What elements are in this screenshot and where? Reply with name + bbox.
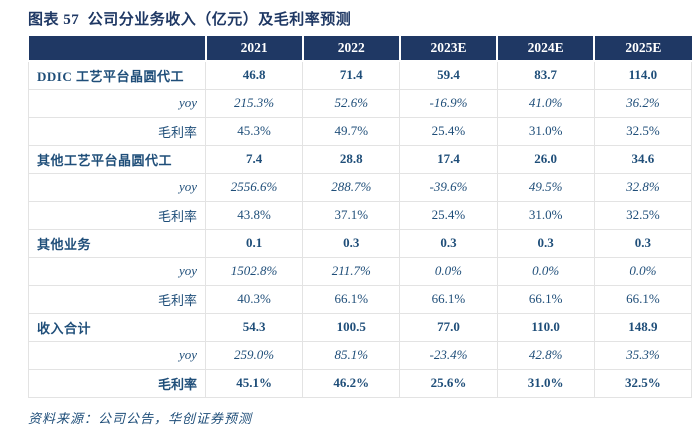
table-row: yoy 215.3% 52.6% -16.9% 41.0% 36.2% (28, 88, 693, 118)
row-label: 收入合计 (28, 312, 206, 342)
column-header: 2023E (398, 36, 499, 62)
cell-value: 0.0% (399, 256, 498, 286)
cell-value: 46.2% (302, 368, 401, 398)
row-label: DDIC 工艺平台晶圆代工 (28, 60, 206, 90)
row-label: 毛利率 (28, 200, 206, 230)
row-label: 其他工艺平台晶圆代工 (28, 144, 206, 174)
cell-value: 259.0% (204, 340, 304, 370)
row-label: 毛利率 (28, 116, 206, 146)
table-header: 2021 2022 2023E 2024E 2025E (28, 36, 692, 62)
cell-value: 0.3 (496, 228, 595, 258)
table-row: 其他工艺平台晶圆代工 7.4 28.8 17.4 26.0 34.6 (28, 144, 693, 174)
cell-value: 211.7% (302, 256, 401, 286)
cell-value: 31.0% (496, 368, 595, 398)
cell-value: 52.6% (302, 88, 401, 118)
cell-value: 32.5% (593, 116, 693, 146)
cell-value: 28.8 (302, 144, 401, 174)
cell-value: 32.8% (593, 172, 693, 202)
row-label: yoy (28, 256, 206, 286)
cell-value: 0.0% (593, 256, 693, 286)
cell-value: 40.3% (204, 284, 304, 314)
cell-value: 85.1% (302, 340, 401, 370)
row-label: 其他业务 (28, 228, 206, 258)
source-note: 资料来源：公司公告，华创证券预测 (28, 410, 253, 426)
table-header-row: 2021 2022 2023E 2024E 2025E (28, 36, 692, 62)
figure-title: 图表 57 公司分业务收入（亿元）及毛利率预测 (28, 12, 352, 28)
cell-value: 49.5% (496, 172, 595, 202)
cell-value: 66.1% (593, 284, 693, 314)
cell-value: 114.0 (593, 60, 693, 90)
cell-value: 36.2% (593, 88, 693, 118)
cell-value: 0.1 (204, 228, 304, 258)
cell-value: 26.0 (496, 144, 595, 174)
table-row: 毛利率 43.8% 37.1% 25.4% 31.0% 32.5% (28, 200, 693, 230)
cell-value: 83.7 (496, 60, 595, 90)
cell-value: 54.3 (204, 312, 304, 342)
column-header: 2024E (496, 36, 596, 62)
cell-value: 66.1% (302, 284, 401, 314)
cell-value: 25.4% (399, 200, 498, 230)
cell-value: 25.6% (399, 368, 498, 398)
table-row: 其他业务 0.1 0.3 0.3 0.3 0.3 (28, 228, 693, 258)
cell-value: 0.0% (496, 256, 595, 286)
table-row: DDIC 工艺平台晶圆代工 46.8 71.4 59.4 83.7 114.0 (28, 60, 693, 90)
cell-value: 0.3 (593, 228, 693, 258)
table-row: yoy 1502.8% 211.7% 0.0% 0.0% 0.0% (28, 256, 693, 286)
cell-value: -39.6% (399, 172, 498, 202)
cell-value: 100.5 (302, 312, 401, 342)
cell-value: 32.5% (593, 200, 693, 230)
cell-value: 148.9 (593, 312, 693, 342)
cell-value: 215.3% (204, 88, 304, 118)
cell-value: 35.3% (593, 340, 693, 370)
cell-value: 42.8% (496, 340, 595, 370)
cell-value: 0.3 (302, 228, 401, 258)
column-header: 2022 (301, 36, 401, 62)
cell-value: 59.4 (399, 60, 498, 90)
table-row: 毛利率 45.3% 49.7% 25.4% 31.0% 32.5% (28, 116, 693, 146)
row-label: 毛利率 (28, 284, 206, 314)
column-header: 2025E (593, 36, 692, 62)
cell-value: 25.4% (399, 116, 498, 146)
cell-value: 32.5% (593, 368, 693, 398)
cell-value: -23.4% (399, 340, 498, 370)
cell-value: 41.0% (496, 88, 595, 118)
cell-value: 37.1% (302, 200, 401, 230)
cell-value: 43.8% (204, 200, 304, 230)
cell-value: 45.3% (204, 116, 304, 146)
column-header: 2021 (204, 36, 304, 62)
cell-value: 71.4 (302, 60, 401, 90)
cell-value: 0.3 (399, 228, 498, 258)
table-row: yoy 259.0% 85.1% -23.4% 42.8% 35.3% (28, 340, 693, 370)
row-label: yoy (28, 340, 206, 370)
cell-value: 17.4 (399, 144, 498, 174)
row-label: yoy (28, 88, 206, 118)
cell-value: 288.7% (302, 172, 401, 202)
cell-value: 31.0% (496, 116, 595, 146)
corner-cell (28, 36, 207, 62)
cell-value: 2556.6% (204, 172, 304, 202)
cell-value: 110.0 (496, 312, 595, 342)
table-row: 毛利率 40.3% 66.1% 66.1% 66.1% 66.1% (28, 284, 693, 314)
cell-value: 31.0% (496, 200, 595, 230)
cell-value: 66.1% (496, 284, 595, 314)
cell-value: 66.1% (399, 284, 498, 314)
cell-value: 45.1% (204, 368, 304, 398)
table-row: yoy 2556.6% 288.7% -39.6% 49.5% 32.8% (28, 172, 693, 202)
cell-value: 1502.8% (204, 256, 304, 286)
cell-value: 49.7% (302, 116, 401, 146)
cell-value: 46.8 (204, 60, 304, 90)
cell-value: 7.4 (204, 144, 304, 174)
forecast-table: 2021 2022 2023E 2024E 2025E DDIC 工艺平台晶圆代工 46.… (28, 36, 693, 398)
row-label: yoy (28, 172, 206, 202)
row-label: 毛利率 (28, 368, 206, 398)
cell-value: 34.6 (593, 144, 693, 174)
cell-value: 77.0 (399, 312, 498, 342)
cell-value: -16.9% (399, 88, 498, 118)
table-body: DDIC 工艺平台晶圆代工 46.8 71.4 59.4 83.7 114.0 yoy 215… (28, 60, 693, 398)
table-row: 毛利率 45.1% 46.2% 25.6% 31.0% 32.5% (28, 368, 693, 398)
table-row: 收入合计 54.3 100.5 77.0 110.0 148.9 (28, 312, 693, 342)
